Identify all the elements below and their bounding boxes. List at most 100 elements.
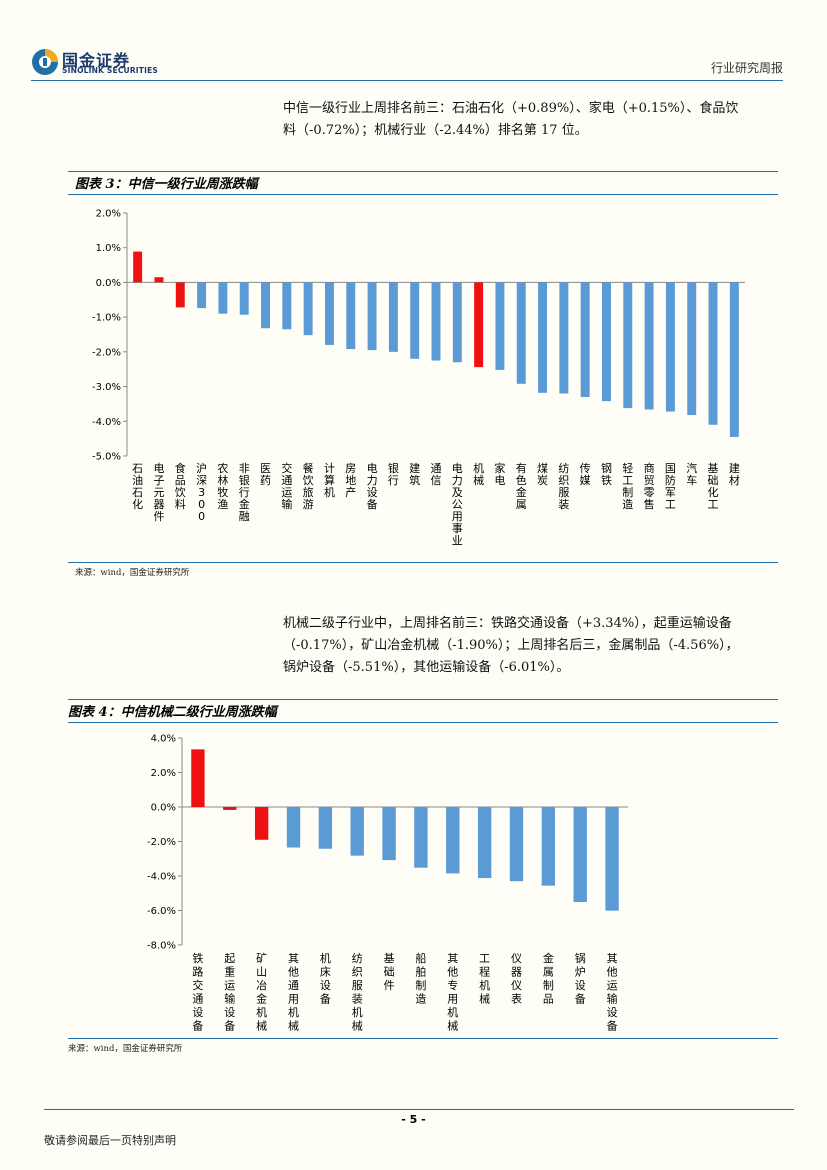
bar — [708, 282, 718, 425]
x-category-label: 建筑 — [409, 461, 420, 487]
x-category-label: 锅炉设备 — [575, 952, 586, 1006]
bar — [197, 282, 207, 309]
bar — [410, 282, 420, 359]
bar — [318, 807, 333, 849]
header-rule — [31, 80, 783, 81]
bar — [559, 282, 569, 394]
x-category-label: 非银行金融 — [239, 462, 250, 523]
bar — [452, 282, 462, 363]
bar — [495, 282, 505, 370]
x-category-label: 银行 — [388, 461, 399, 487]
x-category-label: 起重运输设备 — [224, 952, 235, 1033]
figure4-top-rule — [68, 699, 778, 700]
bar — [729, 282, 739, 437]
x-category-label: 机械 — [473, 461, 484, 487]
paragraph-line: 锅炉设备（-5.51%），其他运输设备（-6.01%）。 — [283, 660, 570, 675]
bar — [541, 807, 556, 886]
x-category-label: 机床设备 — [320, 951, 331, 1006]
bar — [477, 807, 492, 879]
x-category-label: 医药 — [260, 462, 271, 487]
y-tick-label: -1.0% — [92, 313, 121, 324]
figure4-bottom-rule — [68, 1038, 778, 1039]
bar — [605, 807, 619, 911]
figure3-title-rule — [68, 194, 778, 195]
x-category-label: 沪深 3 0 0 — [196, 461, 207, 523]
bar — [175, 282, 185, 308]
x-category-label: 其他通用机械 — [288, 952, 299, 1033]
y-tick-label: -3.0% — [92, 382, 121, 393]
y-tick-label: -2.0% — [92, 347, 121, 358]
x-category-label: 电力设备 — [367, 462, 378, 511]
x-category-label: 建材 — [729, 461, 740, 487]
bar — [154, 277, 164, 283]
bar — [239, 282, 249, 315]
figure3-title: 图表 3：中信一级行业周涨跌幅 — [75, 177, 258, 192]
bar — [282, 282, 292, 330]
x-category-label: 传媒 — [580, 462, 591, 487]
y-tick-label: -5.0% — [92, 452, 121, 463]
x-category-label: 钢铁 — [601, 462, 612, 487]
x-category-label: 工程机械 — [479, 952, 490, 1006]
y-tick-label: 2.0% — [96, 209, 121, 220]
bar — [324, 282, 334, 345]
bar — [580, 282, 590, 397]
y-tick-label: 0.0% — [151, 803, 176, 814]
paragraph-line: 机械二级子行业中，上周排名前三：铁路交通设备（+3.34%），起重运输设备 — [283, 616, 732, 631]
x-category-label: 仪器仪表 — [511, 952, 522, 1006]
bar — [133, 251, 143, 283]
figure3-source: 来源：wind，国金证券研究所 — [75, 568, 190, 578]
x-category-label: 电力及公用事业 — [452, 462, 463, 547]
paragraph-line: （-0.17%），矿山冶金机械（-1.90%）；上周排名后三，金属制品（-4.5… — [283, 638, 739, 653]
x-category-label: 餐饮旅游 — [303, 461, 314, 511]
bar — [414, 807, 428, 868]
page-number: - 5 - — [401, 1113, 426, 1126]
bar — [623, 282, 633, 409]
x-category-label: 其他专用机械 — [447, 952, 458, 1033]
x-category-label: 家电 — [494, 461, 505, 487]
bar — [367, 282, 377, 351]
logo-en-text: SINOLINK SECURITIES — [62, 66, 159, 75]
bar — [261, 282, 270, 329]
figure3-bottom-rule — [68, 562, 778, 563]
x-category-label: 煤炭 — [537, 462, 548, 487]
x-category-label: 国防军工 — [665, 462, 676, 511]
bar — [516, 282, 526, 384]
chart-citic-machinery-level2-weekly-change: 4.0% 2.0% 0.0% -2.0% -4.0% -6.0% -8.0% 铁路交通设备 起重… — [147, 734, 628, 1033]
bar — [446, 807, 460, 874]
footer-rule — [44, 1109, 794, 1110]
logo-cn-text: 国金证券 — [62, 51, 131, 70]
bar — [303, 282, 313, 336]
y-tick-label: -6.0% — [147, 906, 176, 917]
report-type-label: 行业研究周报 — [710, 61, 783, 75]
bar — [218, 282, 228, 314]
x-category-label: 基础化工 — [708, 462, 719, 511]
figure4-title: 图表 4：中信机械二级行业周涨跌幅 — [68, 705, 277, 720]
bar — [687, 282, 697, 416]
bar — [382, 807, 396, 861]
paragraph-line: 料（-0.72%）；机械行业（-2.44%）排名第 17 位。 — [283, 123, 588, 138]
x-category-label: 电子元器件 — [153, 462, 164, 523]
bar — [254, 807, 269, 840]
x-category-label: 铁路交通设备 — [192, 952, 203, 1033]
bar — [644, 282, 654, 410]
x-category-label: 其他运输设备 — [607, 952, 618, 1033]
bar — [573, 807, 587, 903]
y-tick-label: -8.0% — [147, 941, 176, 952]
bar — [346, 282, 356, 350]
y-tick-label: 2.0% — [151, 768, 176, 779]
figure4-source: 来源：wind，国金证券研究所 — [68, 1044, 183, 1054]
x-category-label: 有色金属 — [516, 461, 527, 511]
x-category-label: 计算机 — [324, 462, 335, 499]
x-category-label: 交通运输 — [281, 461, 292, 511]
chart-citic-level1-weekly-change: 2.0% 1.0% 0.0% -1.0% -2.0% -3.0% -4.0% -5.0% 石油石… — [92, 209, 745, 547]
paragraph-line: 中信一级行业上周排名前三：石油石化（+0.89%）、家电（+0.15%）、食品饮 — [283, 101, 739, 116]
y-tick-label: -4.0% — [147, 872, 176, 883]
x-category-label: 金属制品 — [543, 951, 554, 1006]
x-category-label: 石油石化 — [132, 462, 143, 511]
x-category-label: 船舶制造 — [415, 951, 426, 1006]
sinolink-logo-icon — [32, 49, 58, 75]
disclaimer-note: 敬请参阅最后一页特别声明 — [44, 1134, 176, 1147]
bar — [223, 807, 237, 810]
bar — [538, 282, 548, 393]
y-tick-label: -4.0% — [92, 417, 121, 428]
